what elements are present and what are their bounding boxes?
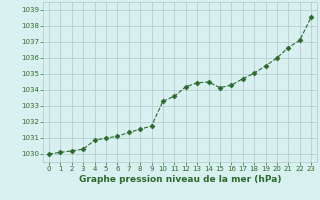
X-axis label: Graphe pression niveau de la mer (hPa): Graphe pression niveau de la mer (hPa) [79,175,281,184]
